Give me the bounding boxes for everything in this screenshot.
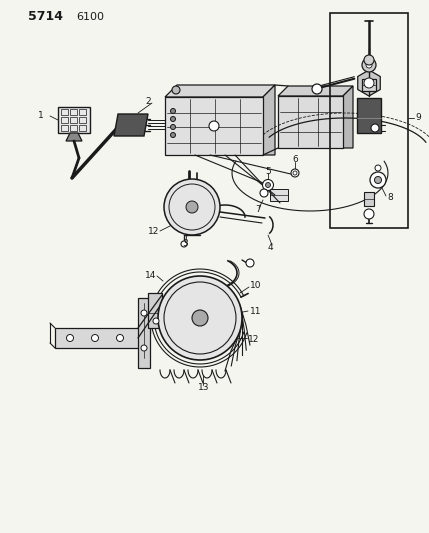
Circle shape bbox=[153, 318, 159, 324]
Bar bbox=[278, 96, 343, 148]
Circle shape bbox=[192, 310, 208, 326]
Circle shape bbox=[170, 133, 175, 138]
Circle shape bbox=[141, 310, 147, 316]
Bar bbox=[61, 125, 68, 131]
Circle shape bbox=[364, 55, 374, 65]
Circle shape bbox=[117, 335, 124, 342]
Circle shape bbox=[158, 276, 242, 360]
Bar bbox=[148, 293, 162, 328]
Text: 6: 6 bbox=[292, 156, 298, 165]
Text: 5: 5 bbox=[265, 166, 271, 175]
Bar bbox=[61, 117, 68, 123]
Bar bbox=[362, 79, 376, 91]
Text: 9: 9 bbox=[415, 114, 421, 123]
Circle shape bbox=[172, 86, 180, 94]
Bar bbox=[270, 189, 288, 201]
Circle shape bbox=[164, 179, 220, 235]
Polygon shape bbox=[278, 86, 353, 96]
Polygon shape bbox=[55, 328, 150, 348]
Text: 1: 1 bbox=[38, 111, 44, 120]
Bar bbox=[58, 107, 90, 133]
Polygon shape bbox=[114, 114, 148, 136]
Circle shape bbox=[371, 124, 379, 132]
Bar bbox=[165, 97, 263, 155]
Circle shape bbox=[170, 125, 175, 130]
Bar bbox=[330, 13, 408, 228]
Circle shape bbox=[186, 201, 198, 213]
Polygon shape bbox=[165, 85, 275, 97]
Bar bbox=[70, 109, 77, 115]
Circle shape bbox=[66, 335, 73, 342]
Circle shape bbox=[260, 189, 268, 197]
Circle shape bbox=[375, 165, 381, 171]
Circle shape bbox=[181, 241, 187, 247]
Circle shape bbox=[246, 259, 254, 267]
Circle shape bbox=[266, 182, 271, 188]
Text: 7: 7 bbox=[255, 206, 261, 214]
Text: 10: 10 bbox=[250, 280, 262, 289]
Bar bbox=[364, 192, 374, 206]
Text: 13: 13 bbox=[198, 384, 209, 392]
Circle shape bbox=[375, 176, 381, 183]
Text: 11: 11 bbox=[250, 306, 262, 316]
Bar bbox=[70, 125, 77, 131]
Polygon shape bbox=[66, 133, 82, 141]
Bar bbox=[61, 109, 68, 115]
Text: 5714: 5714 bbox=[28, 11, 63, 23]
Bar bbox=[138, 298, 150, 368]
Text: 8: 8 bbox=[387, 193, 393, 203]
Bar bbox=[79, 109, 86, 115]
Circle shape bbox=[141, 345, 147, 351]
Text: 3: 3 bbox=[182, 239, 188, 248]
Circle shape bbox=[209, 121, 219, 131]
Circle shape bbox=[312, 84, 322, 94]
Circle shape bbox=[263, 180, 274, 190]
Circle shape bbox=[170, 109, 175, 114]
Circle shape bbox=[91, 335, 99, 342]
Circle shape bbox=[366, 62, 372, 68]
Circle shape bbox=[364, 209, 374, 219]
Bar bbox=[357, 98, 381, 133]
Bar bbox=[79, 125, 86, 131]
Bar bbox=[79, 117, 86, 123]
Text: 2: 2 bbox=[145, 96, 151, 106]
Text: 4: 4 bbox=[268, 244, 274, 253]
Circle shape bbox=[370, 172, 386, 188]
Polygon shape bbox=[343, 86, 353, 148]
Bar bbox=[70, 117, 77, 123]
Circle shape bbox=[362, 58, 376, 72]
Text: 6100: 6100 bbox=[76, 12, 104, 22]
Circle shape bbox=[170, 117, 175, 122]
Text: 12: 12 bbox=[248, 335, 260, 344]
Text: 12: 12 bbox=[148, 227, 160, 236]
Text: 14: 14 bbox=[145, 271, 157, 279]
Polygon shape bbox=[358, 70, 380, 96]
Polygon shape bbox=[263, 85, 275, 155]
Circle shape bbox=[291, 169, 299, 177]
Circle shape bbox=[364, 78, 374, 88]
